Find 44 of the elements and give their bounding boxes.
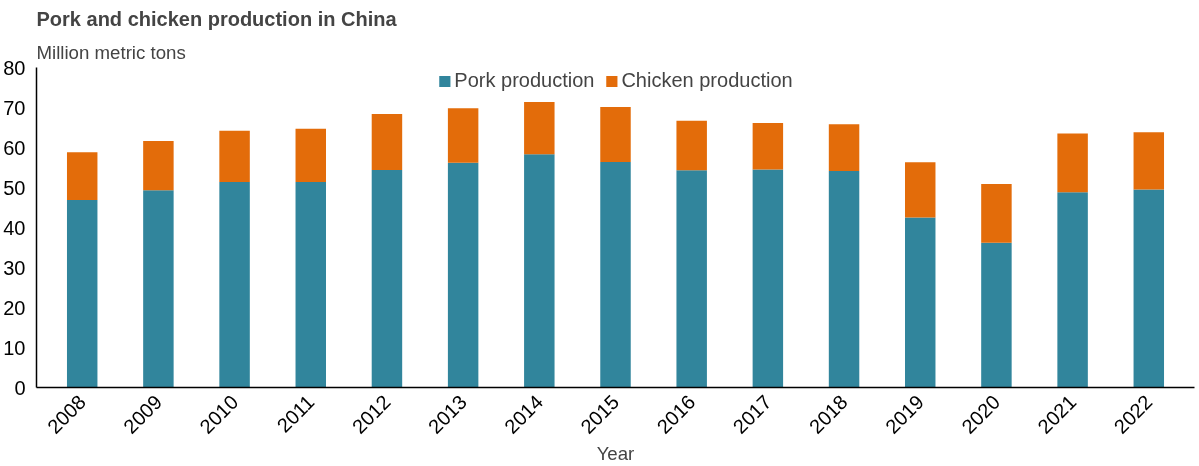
bar	[66, 152, 98, 200]
y-tick-label: 50	[3, 176, 26, 199]
bar	[981, 242, 1012, 388]
bar	[676, 120, 707, 171]
bar	[143, 141, 174, 191]
bar	[1057, 192, 1088, 388]
bar	[752, 169, 784, 388]
bar	[981, 183, 1012, 243]
bar	[371, 169, 403, 388]
bar	[143, 190, 174, 388]
bar	[219, 181, 250, 388]
bar	[219, 130, 250, 182]
y-tick-label: 10	[3, 336, 26, 359]
y-tick-label: 40	[3, 216, 26, 239]
bar	[905, 162, 936, 218]
bar	[676, 170, 707, 388]
bar	[905, 217, 936, 388]
bar	[1133, 132, 1165, 190]
bar	[1133, 189, 1165, 388]
bar	[295, 181, 326, 388]
bar	[600, 107, 631, 162]
bar	[600, 161, 631, 388]
bar	[1057, 133, 1088, 193]
legend-label: Pork production	[454, 69, 595, 92]
bar	[752, 123, 784, 170]
bar	[371, 113, 403, 170]
legend-label: Chicken production	[621, 69, 793, 92]
bar	[447, 162, 479, 388]
bar	[295, 128, 326, 182]
x-axis-title: Year	[596, 442, 635, 464]
y-axis-title: Million metric tons	[36, 41, 186, 63]
chart-title: Pork and chicken production in China	[36, 7, 398, 30]
bar	[524, 154, 555, 388]
y-tick-label: 20	[3, 296, 26, 319]
y-tick-label: 80	[3, 56, 26, 79]
y-tick-label: 0	[14, 376, 26, 399]
bar	[524, 101, 555, 155]
bar	[447, 108, 479, 163]
y-tick-label: 60	[3, 136, 26, 159]
y-tick-label: 30	[3, 256, 26, 279]
bar	[828, 124, 860, 172]
bar	[828, 171, 860, 388]
y-tick-label: 70	[3, 96, 26, 119]
bar	[66, 199, 98, 388]
